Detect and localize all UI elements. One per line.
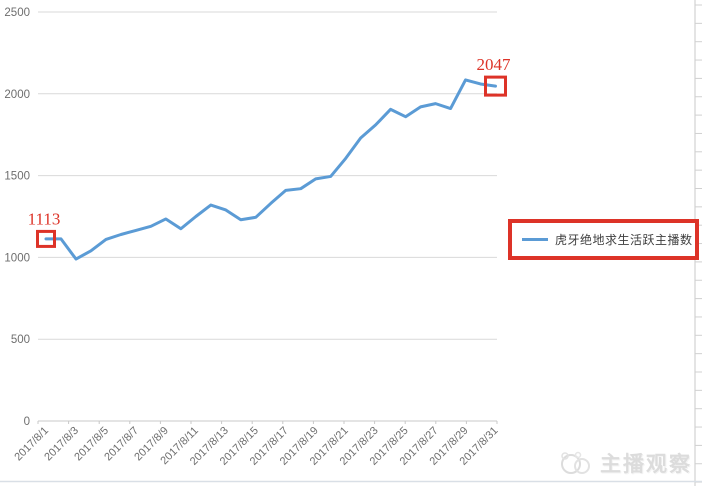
y-axis-tick-label: 1500 xyxy=(4,171,30,183)
y-axis-tick-label: 500 xyxy=(11,334,30,346)
legend-line-sample xyxy=(522,238,548,241)
watermark-text: 主播观察 xyxy=(600,453,692,476)
y-axis-tick-label: 2000 xyxy=(4,89,30,101)
legend-series-label: 虎牙绝地求生活跃主播数 xyxy=(555,233,693,247)
annotation-marker-box xyxy=(484,75,507,97)
legend-red-highlight-box: 虎牙绝地求生活跃主播数 xyxy=(508,219,699,260)
annotation-value-label: 2047 xyxy=(477,55,512,74)
y-axis-tick-label: 2500 xyxy=(4,7,30,19)
y-axis-tick-label: 0 xyxy=(24,416,30,428)
annotation-value-label: 1113 xyxy=(28,209,61,228)
watermark: 主播观察 xyxy=(558,448,692,478)
annotation-marker-box xyxy=(36,229,56,248)
series-line xyxy=(44,78,497,261)
y-axis-tick-label: 1000 xyxy=(4,252,30,264)
panda-logo-icon xyxy=(561,451,590,474)
